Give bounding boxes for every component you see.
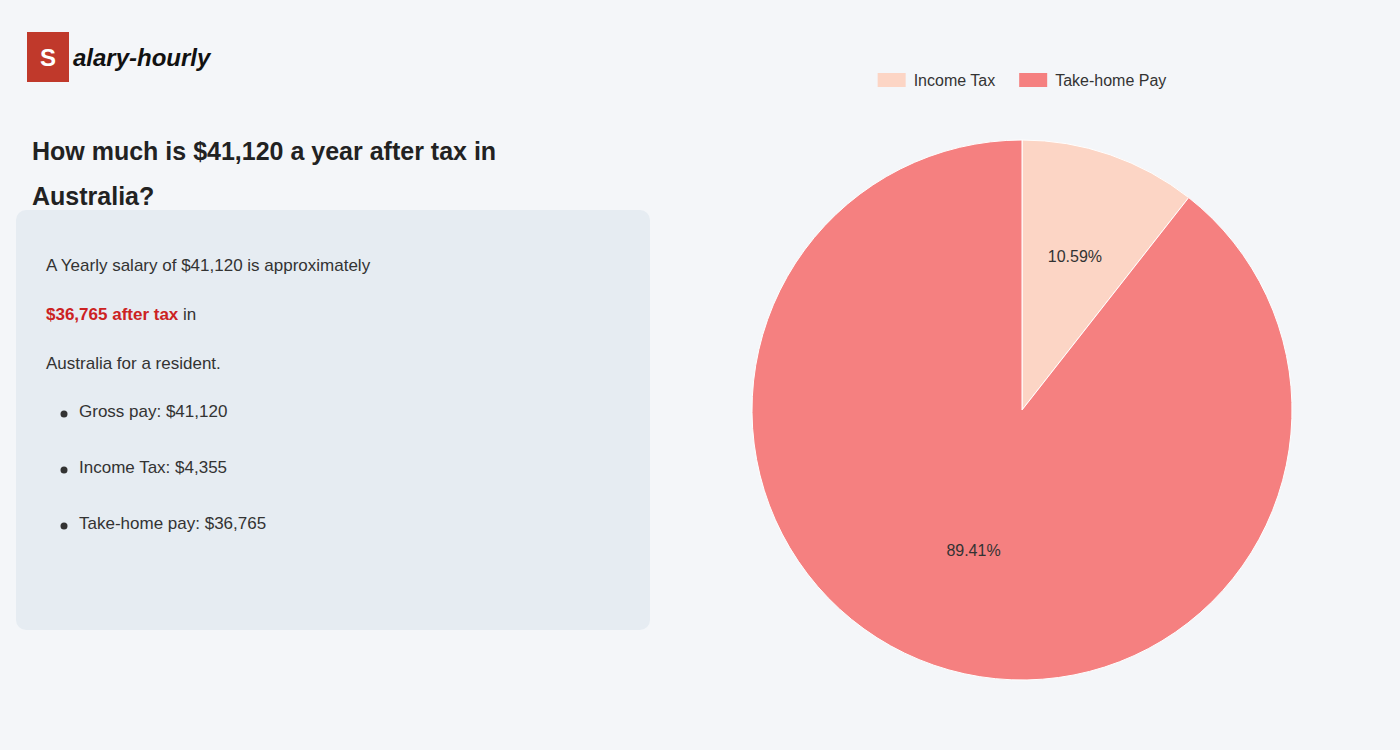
title: How much is $41,120 a year after tax in [32, 137, 496, 165]
info-box [16, 210, 650, 630]
data-label: 10.59% [1048, 248, 1102, 265]
bullet-text: Take-home pay: $36,765 [79, 514, 266, 533]
legend-label: Take-home Pay [1055, 72, 1166, 89]
data-labels: 10.59% 89.41% [946, 248, 1102, 558]
legend-swatch [1019, 73, 1047, 87]
pie-slice [752, 140, 1292, 680]
legend-swatch [878, 73, 906, 87]
logo-letter: S [40, 44, 56, 71]
legend-label: Income Tax [914, 72, 996, 89]
description: in [178, 305, 196, 324]
background [0, 0, 1400, 750]
logo-box [27, 32, 69, 82]
description: Australia for a resident. [46, 354, 221, 373]
bullet-dot [61, 523, 68, 530]
bullet-text: Gross pay: $41,120 [79, 402, 227, 421]
legend-item: Income Tax [878, 72, 996, 89]
chart: Salary-hourly How much is $41,120 a year … [0, 0, 1400, 750]
bullet-text: Income Tax: $4,355 [79, 458, 227, 477]
title: Australia? [32, 182, 154, 210]
legend-item: Take-home Pay [1019, 72, 1166, 89]
data-label: 89.41% [946, 542, 1000, 559]
pie [752, 140, 1292, 680]
legend: Income Tax Take-home Pay [878, 72, 1167, 89]
description: A Yearly salary of $41,120 is approximat… [46, 256, 375, 275]
logo-text: alary-hourly [73, 44, 212, 71]
bullet-dot [61, 467, 68, 474]
bullet-dot [61, 411, 68, 418]
description-highlight: $36,765 after tax [46, 305, 179, 324]
info-panel: Salary-hourly How much is $41,120 a year … [16, 32, 650, 630]
